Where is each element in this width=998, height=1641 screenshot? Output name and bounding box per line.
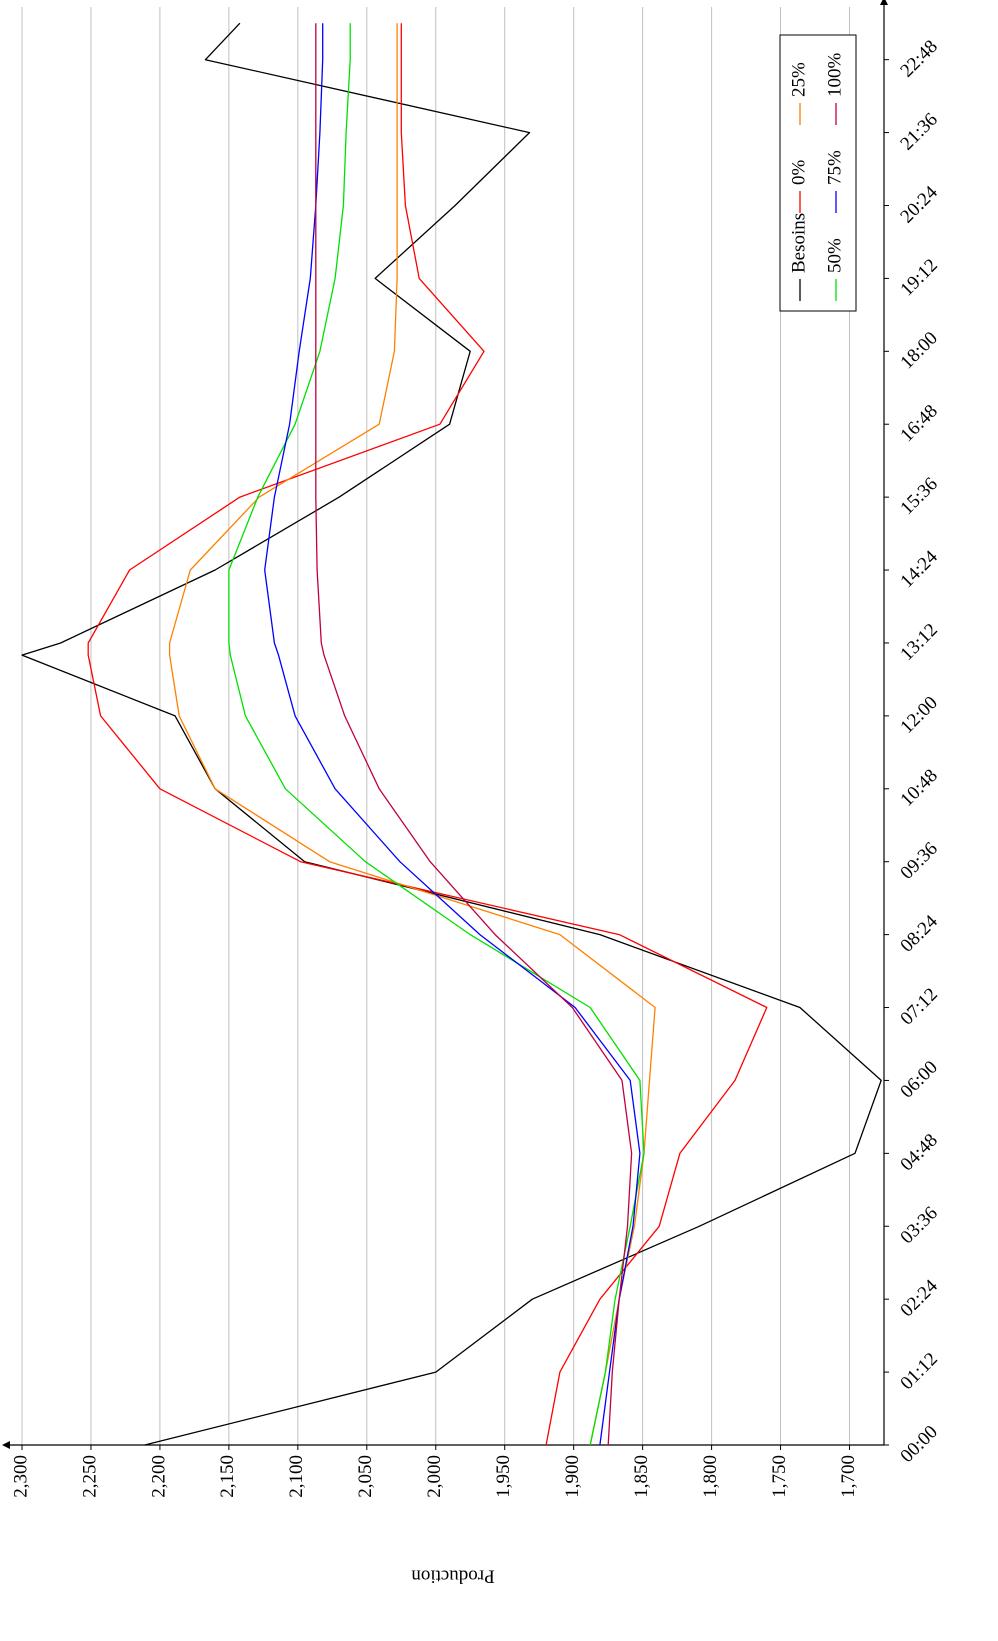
y-tick-label: 1,800 bbox=[700, 1455, 721, 1498]
x-tick-label: 16:48 bbox=[896, 401, 941, 446]
legend-label: 75% bbox=[824, 150, 845, 185]
y-tick-label: 2,150 bbox=[217, 1455, 238, 1498]
y-axis-arrow bbox=[2, 1441, 10, 1449]
x-tick-label: 22:48 bbox=[896, 36, 941, 81]
x-tick-label: 03:36 bbox=[896, 1203, 941, 1248]
chart-frame: 1,700 1,750 1,800 1,850 1,900 1,950 2,000 2,050… bbox=[2, 0, 942, 1587]
y-tick-label: 2,250 bbox=[79, 1455, 100, 1498]
series-line bbox=[228, 23, 645, 1446]
y-tick-label: 1,900 bbox=[562, 1455, 583, 1498]
x-tick-label: 06:00 bbox=[896, 1057, 941, 1102]
legend-label: 25% bbox=[788, 62, 809, 97]
y-tick-label: 1,750 bbox=[769, 1455, 790, 1498]
y-tick-label: 2,100 bbox=[286, 1455, 307, 1498]
x-tick-label: 18:00 bbox=[896, 328, 941, 373]
x-tick-label: 02:24 bbox=[896, 1275, 942, 1321]
legend-label: 100% bbox=[824, 53, 845, 98]
y-tick-label: 1,950 bbox=[493, 1455, 514, 1498]
x-tick-label: 09:36 bbox=[896, 838, 941, 883]
y-tick-label: 2,300 bbox=[10, 1455, 31, 1498]
y-axis-label: Production bbox=[411, 1566, 495, 1587]
series-line bbox=[21, 22, 882, 1446]
x-tick-label: 00:00 bbox=[896, 1421, 941, 1466]
legend-label: 0% bbox=[788, 160, 809, 186]
x-tick-label: 01:12 bbox=[896, 1349, 941, 1394]
legend-box bbox=[779, 34, 857, 312]
y-tick-label: 1,850 bbox=[631, 1455, 652, 1498]
legend-label: 50% bbox=[824, 238, 845, 273]
x-tick-label: 20:24 bbox=[896, 182, 942, 228]
x-tick-label: 13:12 bbox=[896, 619, 941, 664]
x-tick-label: 12:00 bbox=[896, 692, 941, 737]
y-tick-label: 2,050 bbox=[355, 1455, 376, 1498]
x-tick-label: 19:12 bbox=[896, 255, 941, 300]
series-line bbox=[168, 23, 656, 1446]
x-tick-label: 08:24 bbox=[896, 911, 942, 957]
x-tick-label: 14:24 bbox=[896, 546, 942, 592]
y-tick-label: 2,000 bbox=[424, 1455, 445, 1498]
series-line bbox=[264, 23, 641, 1446]
x-tick-label: 21:36 bbox=[896, 109, 941, 154]
legend-label: Besoins bbox=[788, 213, 809, 273]
series-line bbox=[315, 23, 633, 1446]
x-tick-label: 04:48 bbox=[896, 1130, 941, 1175]
x-axis-arrow bbox=[880, 0, 888, 5]
y-tick-label: 2,200 bbox=[148, 1455, 169, 1498]
x-tick-label: 15:36 bbox=[896, 474, 941, 519]
x-tick-label: 07:12 bbox=[896, 984, 941, 1029]
x-tick-label: 10:48 bbox=[896, 765, 941, 810]
y-tick-label: 1,700 bbox=[838, 1455, 859, 1498]
series-line bbox=[87, 23, 768, 1446]
